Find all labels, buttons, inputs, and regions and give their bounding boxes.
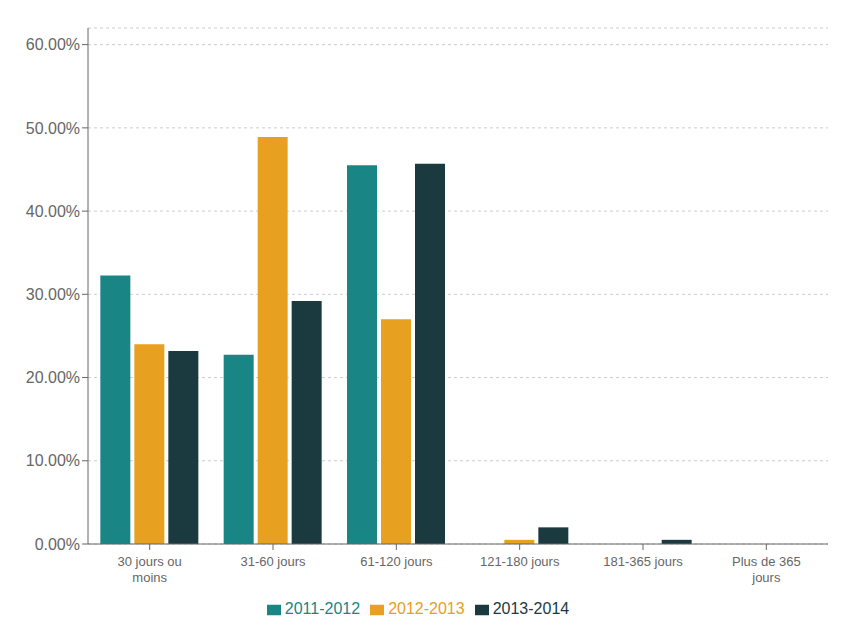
html-text:2013-2014: 2013-2014	[492, 600, 570, 617]
svg-text:181-365 jours: 181-365 jours	[603, 554, 683, 569]
svg-text:10.00%: 10.00%	[26, 452, 80, 469]
html-text:2011-2012: 2011-2012	[284, 600, 361, 617]
svg-text:30 jours oumoins: 30 jours oumoins	[118, 554, 182, 585]
svg-text:Plus de 365jours: Plus de 365jours	[732, 554, 801, 585]
svg-text:50.00%: 50.00%	[26, 120, 80, 137]
svg-text:60.00%: 60.00%	[26, 36, 80, 53]
svg-text:61-120 jours: 61-120 jours	[360, 554, 433, 569]
svg-text:40.00%: 40.00%	[26, 203, 80, 220]
svg-text:121-180 jours: 121-180 jours	[480, 554, 560, 569]
svg-text:20.00%: 20.00%	[26, 369, 80, 386]
svg-text:31-60 jours: 31-60 jours	[240, 554, 306, 569]
svg-text:0.00%: 0.00%	[35, 536, 80, 553]
svg-text:30.00%: 30.00%	[26, 286, 80, 303]
html-text:2012-2013: 2012-2013	[388, 600, 465, 617]
